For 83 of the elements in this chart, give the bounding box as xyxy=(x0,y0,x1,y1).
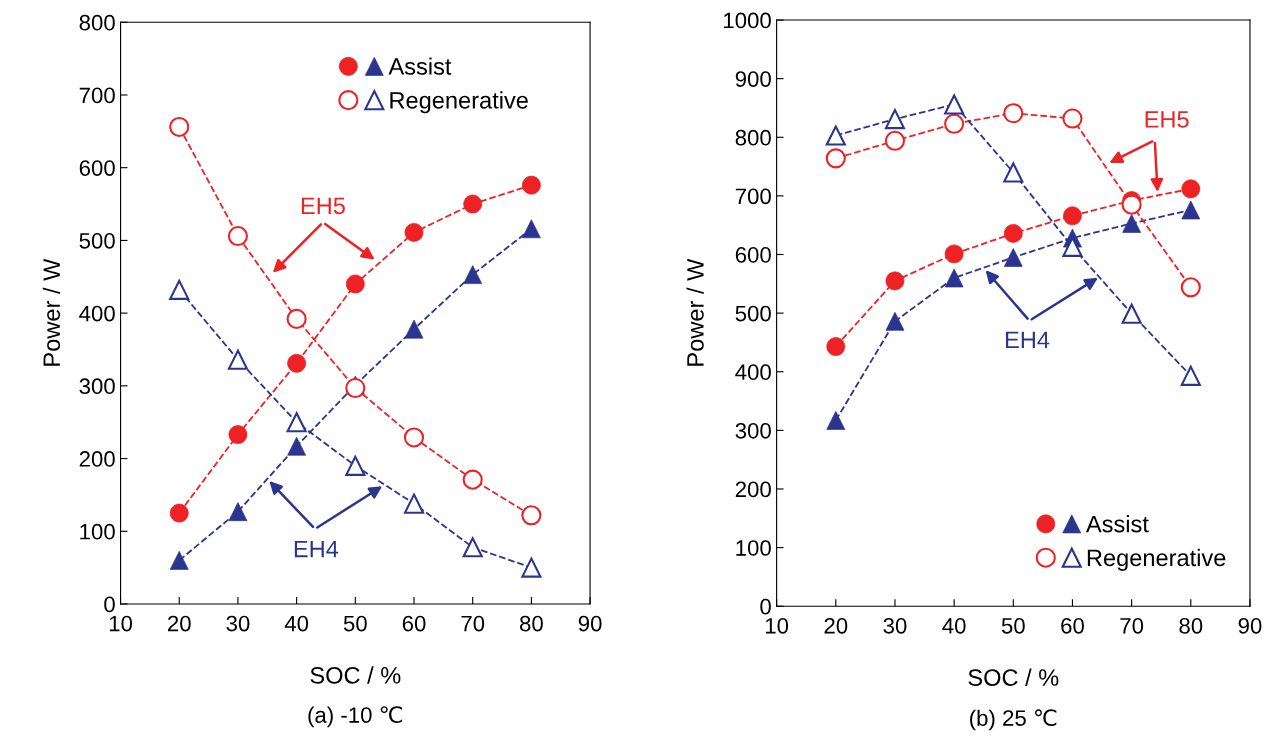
x-tick-label: 60 xyxy=(1061,617,1084,634)
point xyxy=(345,274,365,294)
y-tick-label: 300 xyxy=(79,378,115,395)
point xyxy=(286,412,307,433)
legend-label: Regenerative xyxy=(390,91,528,114)
x-axis-title: SOC / % xyxy=(310,666,401,684)
point xyxy=(228,425,248,444)
x-tick-label: 20 xyxy=(168,615,191,632)
legend-label: Assist xyxy=(1085,515,1149,533)
x-tick-label: 90 xyxy=(1238,617,1262,634)
y-tick-label: 100 xyxy=(80,523,115,540)
x-tick-label: 10 xyxy=(109,615,133,632)
point xyxy=(462,469,483,490)
y-tick-label: 100 xyxy=(736,540,771,556)
point xyxy=(1062,108,1083,129)
point xyxy=(1180,277,1201,298)
annotation: EH5 xyxy=(1145,111,1189,128)
point xyxy=(884,130,906,151)
point xyxy=(521,505,542,526)
y-tick-label: 800 xyxy=(735,129,771,146)
y-tick-label: 800 xyxy=(79,14,115,31)
legend-label: Regenerative xyxy=(1087,548,1226,571)
point xyxy=(169,116,190,138)
annotation: EH4 xyxy=(294,540,339,558)
y-axis-title: Power / W xyxy=(686,258,704,366)
x-tick-label: 20 xyxy=(824,617,848,634)
x-tick-label: 60 xyxy=(402,615,426,632)
x-tick-label: 50 xyxy=(1001,617,1025,634)
y-tick-label: 700 xyxy=(79,87,115,104)
y-tick-label: 0 xyxy=(760,598,771,615)
point xyxy=(1121,303,1142,324)
point xyxy=(403,493,425,514)
point xyxy=(345,377,366,399)
y-tick-label: 1000 xyxy=(724,12,771,29)
x-axis-title: SOC / % xyxy=(968,668,1059,686)
point xyxy=(944,113,965,134)
y-tick-label: 600 xyxy=(79,160,115,176)
point xyxy=(169,279,190,300)
point xyxy=(884,109,906,130)
point xyxy=(825,148,846,169)
point xyxy=(462,537,483,558)
point xyxy=(1003,162,1024,183)
text: (b) 25 ℃ xyxy=(970,709,1057,731)
point xyxy=(1121,194,1142,215)
point xyxy=(944,94,965,115)
y-tick-label: 400 xyxy=(735,364,771,381)
y-tick-label: 700 xyxy=(735,188,771,205)
point xyxy=(345,455,366,476)
y-axis-title: Power / W xyxy=(42,258,61,366)
x-tick-label: 40 xyxy=(284,615,309,632)
x-tick-label: 80 xyxy=(520,615,543,632)
point xyxy=(463,265,483,284)
y-tick-label: 200 xyxy=(735,481,771,498)
y-tick-label: 900 xyxy=(735,71,771,87)
y-tick-label: 300 xyxy=(735,422,771,439)
point xyxy=(825,125,846,146)
x-tick-label: 10 xyxy=(765,617,789,634)
x-tick-label: 70 xyxy=(1120,617,1144,634)
x-tick-label: 70 xyxy=(461,615,485,632)
point xyxy=(521,557,542,578)
x-tick-label: 40 xyxy=(942,617,966,634)
y-tick-label: 500 xyxy=(735,305,771,322)
y-tick-label: 500 xyxy=(79,232,115,249)
x-tick-label: 30 xyxy=(883,617,907,634)
annotation: EH5 xyxy=(301,197,345,215)
point xyxy=(286,308,307,330)
text: (a) -10 ℃ xyxy=(308,706,403,728)
annotation: EH4 xyxy=(1005,331,1050,348)
y-tick-label: 0 xyxy=(104,596,115,613)
legend-label: Assist xyxy=(388,57,452,75)
x-tick-label: 50 xyxy=(343,615,367,632)
point xyxy=(403,427,425,448)
y-tick-label: 400 xyxy=(79,305,115,322)
y-tick-label: 200 xyxy=(79,451,115,467)
point xyxy=(227,349,249,370)
x-tick-label: 30 xyxy=(226,615,250,632)
y-tick-label: 600 xyxy=(735,247,771,263)
point xyxy=(1180,365,1201,386)
x-tick-label: 90 xyxy=(578,615,602,632)
point xyxy=(227,225,249,247)
point xyxy=(1181,200,1201,220)
point xyxy=(1003,103,1024,124)
x-tick-label: 80 xyxy=(1179,617,1203,634)
